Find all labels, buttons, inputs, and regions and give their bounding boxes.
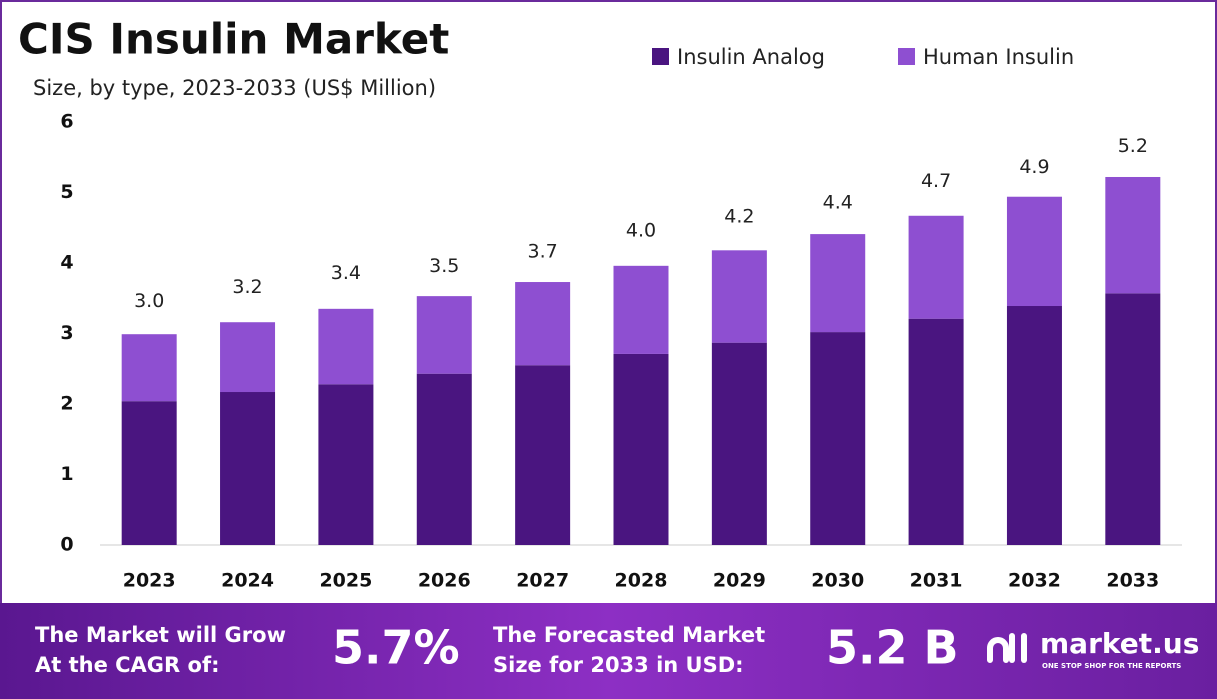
- total-label: 4.0: [626, 220, 656, 242]
- x-tick-label: 2027: [516, 570, 569, 592]
- bar-segment: [1105, 176, 1161, 294]
- forecast-value: 5.2 B: [826, 621, 959, 675]
- legend-swatch: [898, 48, 915, 65]
- total-label: 3.4: [331, 262, 361, 284]
- forecast-text: Size for 2033 in USD:: [493, 653, 744, 677]
- total-label: 4.7: [921, 170, 951, 192]
- total-label: 4.9: [1019, 156, 1049, 178]
- x-tick-label: 2029: [713, 570, 766, 592]
- y-tick-label: 4: [60, 252, 73, 274]
- bar-segment: [515, 282, 571, 366]
- bar-segment: [810, 332, 866, 545]
- brand: market.us: [1040, 627, 1199, 660]
- legend-label: Human Insulin: [923, 45, 1074, 69]
- total-label: 3.2: [232, 276, 262, 298]
- x-tick-label: 2023: [123, 570, 176, 592]
- bar-segment: [416, 373, 472, 545]
- bar-segment: [515, 365, 571, 545]
- cagr-value: 5.7%: [332, 621, 460, 675]
- x-tick-label: 2025: [319, 570, 372, 592]
- legend-label: Insulin Analog: [677, 45, 825, 69]
- tagline: ONE STOP SHOP FOR THE REPORTS: [1042, 662, 1181, 670]
- footer-band: [0, 603, 1217, 699]
- total-label: 3.5: [429, 255, 459, 277]
- x-tick-label: 2030: [811, 570, 864, 592]
- total-label: 4.2: [724, 205, 754, 227]
- bar-segment: [1105, 293, 1161, 545]
- brand-logo: [987, 633, 1027, 663]
- bar-segment: [220, 322, 276, 393]
- x-tick-label: 2032: [1008, 570, 1061, 592]
- legend-swatch: [652, 48, 669, 65]
- x-tick-label: 2031: [910, 570, 963, 592]
- bar-segment: [613, 265, 669, 354]
- chart-subtitle: Size, by type, 2023-2033 (US$ Million): [33, 76, 436, 100]
- total-label: 3.7: [528, 241, 558, 263]
- total-label: 3.0: [134, 290, 164, 312]
- chart-title: CIS Insulin Market: [18, 15, 449, 64]
- bar-segment: [908, 318, 964, 545]
- x-tick-label: 2033: [1106, 570, 1159, 592]
- total-label: 5.2: [1118, 135, 1148, 157]
- y-tick-label: 0: [60, 534, 73, 556]
- bar-segment: [711, 342, 767, 545]
- x-tick-label: 2024: [221, 570, 274, 592]
- bar-segment: [810, 234, 866, 333]
- bar-segment: [1006, 196, 1062, 307]
- y-tick-label: 1: [60, 463, 73, 485]
- cagr-text: The Market will Grow: [35, 623, 286, 647]
- bar-segment: [121, 334, 177, 402]
- bar-segment: [711, 250, 767, 343]
- y-tick-label: 2: [60, 393, 73, 415]
- total-label: 4.4: [823, 191, 853, 213]
- bar-segment: [220, 392, 276, 545]
- y-tick-label: 5: [60, 181, 73, 203]
- cagr-text: At the CAGR of:: [35, 653, 220, 677]
- bar-segment: [908, 215, 964, 319]
- bar-segment: [613, 353, 669, 545]
- bar-segment: [318, 384, 374, 545]
- bar-segment: [1006, 306, 1062, 545]
- x-tick-label: 2028: [615, 570, 668, 592]
- bar-segment: [416, 296, 472, 374]
- bar-segment: [121, 401, 177, 545]
- bar-segment: [318, 308, 374, 385]
- y-tick-label: 3: [60, 322, 73, 344]
- x-tick-label: 2026: [418, 570, 471, 592]
- y-tick-label: 6: [60, 111, 73, 133]
- forecast-text: The Forecasted Market: [493, 623, 765, 647]
